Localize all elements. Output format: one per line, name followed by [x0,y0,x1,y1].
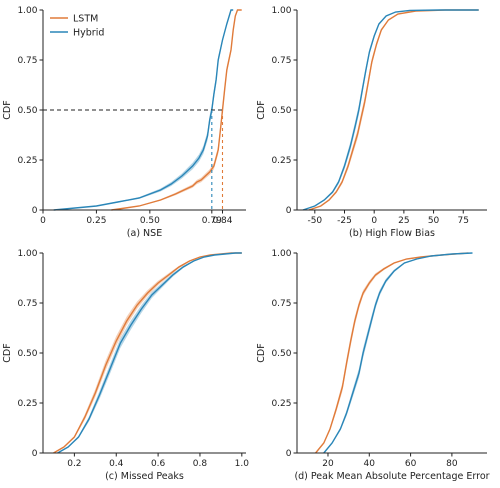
x-tick-label: 60 [405,459,417,469]
x-tick-label: -25 [337,216,352,226]
x-tick-label: 0.4 [109,459,124,469]
x-tick-label: 20 [322,459,334,469]
legend-label-lstm: LSTM [73,13,98,24]
panel-d: 0 0.25 0.50 0.75 1.00 20 40 60 80 (d) Peak Mean A… [256,249,490,482]
x-axis-label: (c) Missed Peaks [105,471,184,482]
y-tick-label: 0.75 [17,56,37,66]
panel-b: 0 0.25 0.50 0.75 1.00 -50 -25 0 25 50 75 (b) High F… [256,6,487,239]
y-tick-label: 0 [32,206,38,216]
legend: LSTM Hybrid [50,13,104,38]
series-line-hybrid [53,9,234,211]
x-tick-label: 0.79 [202,216,222,226]
y-tick-label: 1.00 [271,249,291,259]
y-tick-label: 0 [286,449,292,459]
x-axis-label: (b) High Flow Bias [349,228,435,239]
x-tick-label: 40 [364,459,376,469]
y-tick-label: 0.75 [17,299,37,309]
panel-c: 0 0.25 0.50 0.75 1.00 0.2 0.4 0.6 0.8 1.0 (c) Miss… [2,249,249,482]
y-axis-label: CDF [2,343,13,362]
x-tick-label: 1.0 [235,459,250,469]
x-tick-label: 0 [371,216,377,226]
band-hybrid [323,253,473,453]
x-tick-label: 25 [398,216,409,226]
x-axis-label: (d) Peak Mean Absolute Percentage Error [294,471,489,482]
x-tick-label: 80 [446,459,458,469]
band-hybrid [57,253,242,453]
y-tick-label: 0.50 [17,106,37,116]
y-tick-label: 0.25 [17,399,37,409]
y-tick-label: 0.25 [17,156,37,166]
x-axis-label: (a) NSE [127,228,162,239]
legend-label-hybrid: Hybrid [73,27,104,38]
panel-a: 0 0.25 0.50 0.75 1.00 0 0.25 0.50 0.790.84 (a) NS… [2,6,246,239]
series-line-hybrid [323,252,473,454]
x-tick-label: 0 [40,216,46,226]
y-tick-label: 0.25 [271,399,291,409]
x-tick-label: 50 [428,216,440,226]
y-tick-label: 0 [286,206,292,216]
y-axis-label: CDF [256,100,267,119]
x-tick-label: 0.6 [151,459,166,469]
x-tick-label: 0.8 [193,459,208,469]
x-tick-label: 0.25 [86,216,106,226]
series-line-hybrid [302,9,479,211]
x-tick-label: 75 [458,216,469,226]
y-tick-label: 0 [32,449,38,459]
y-tick-label: 0.25 [271,156,291,166]
band-hybrid [302,10,479,210]
y-axis-label: CDF [2,100,13,119]
series-line-lstm [53,252,242,454]
series-line-hybrid [57,252,242,454]
band-lstm [315,253,469,453]
y-tick-label: 0.75 [271,56,291,66]
x-tick-label: -50 [307,216,322,226]
y-tick-label: 0.50 [271,349,291,359]
x-tick-label: 0.2 [67,459,81,469]
series-line-lstm [111,9,242,211]
y-tick-label: 0.50 [17,349,37,359]
x-tick-label: 0.84 [212,216,232,226]
y-tick-label: 1.00 [271,6,291,16]
band-lstm [308,10,479,210]
y-tick-label: 1.00 [17,249,37,259]
y-tick-label: 0.75 [271,299,291,309]
series-line-lstm [315,252,469,454]
x-tick-label: 0.50 [140,216,160,226]
y-tick-label: 1.00 [17,6,37,16]
y-axis-label: CDF [256,343,267,362]
series-line-lstm [308,9,479,211]
y-tick-label: 0.50 [271,106,291,116]
